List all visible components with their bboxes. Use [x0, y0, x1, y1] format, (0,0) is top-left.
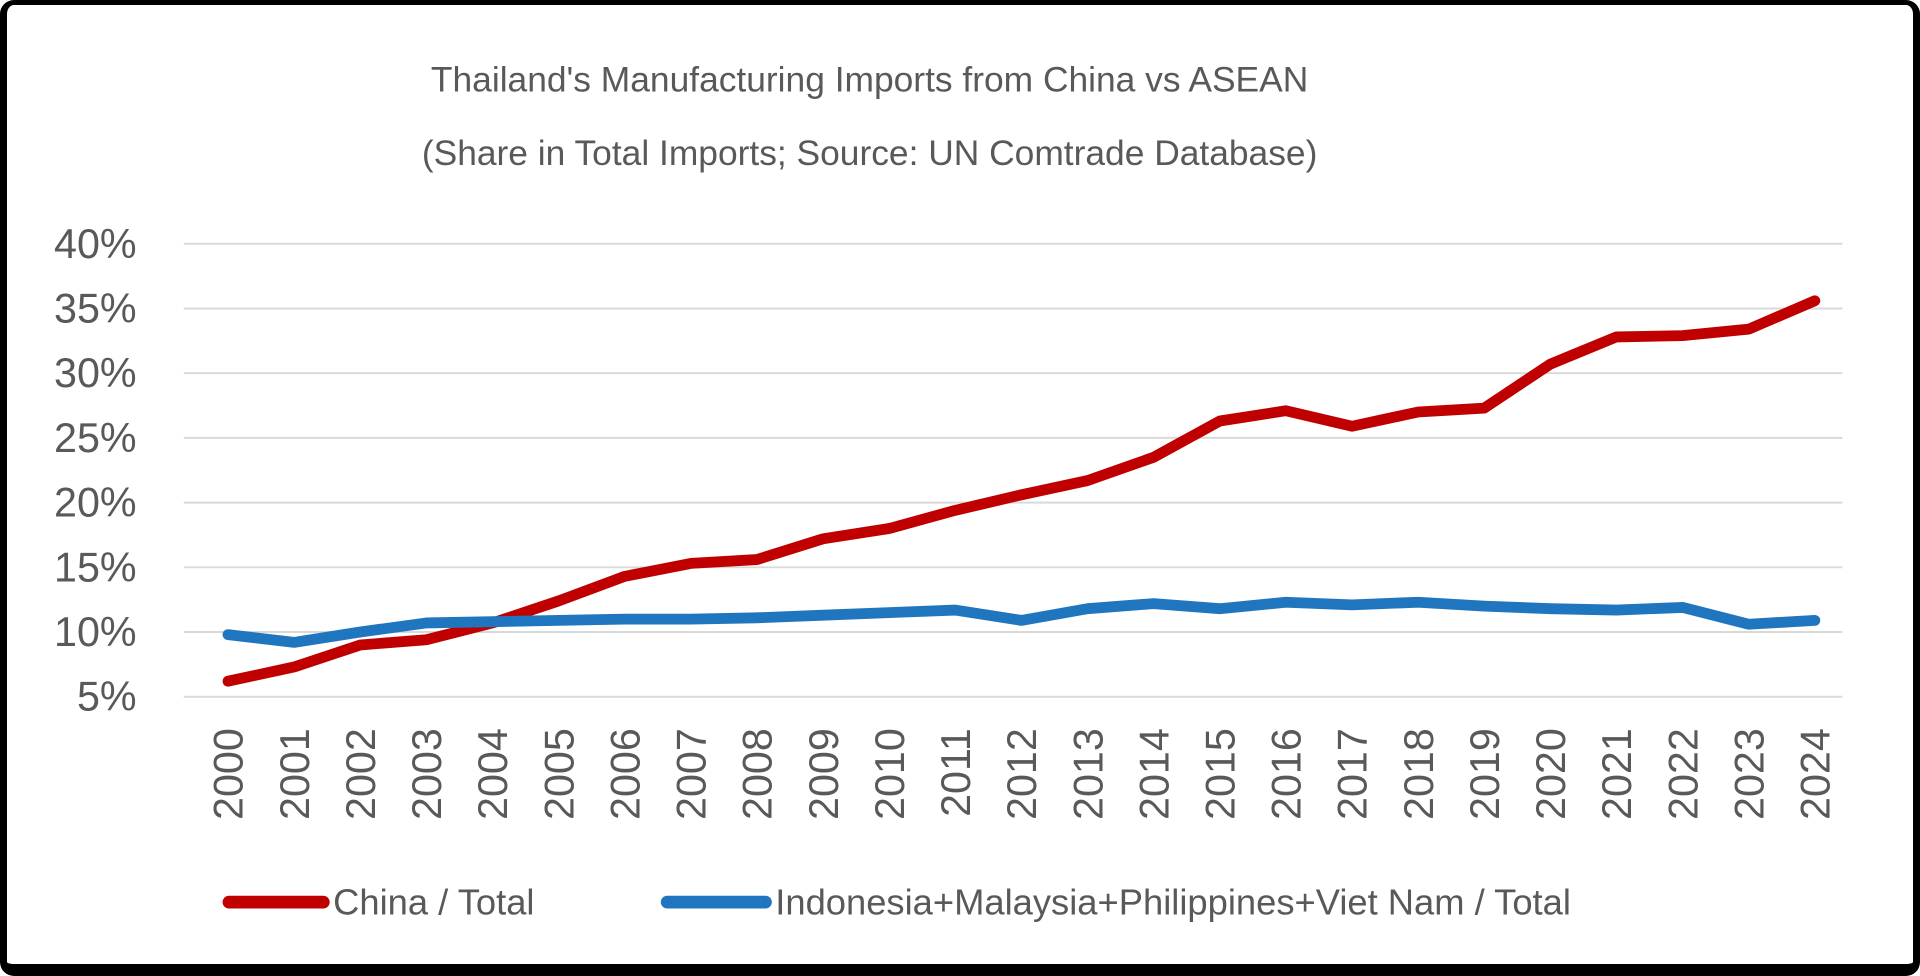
legend-label-china: China / Total [333, 882, 534, 923]
chart-subtitle: (Share in Total Imports; Source: UN Comt… [422, 134, 1318, 173]
x-tick-label: 2008 [735, 728, 781, 820]
x-tick-label: 2001 [272, 728, 318, 820]
x-tick-label: 2019 [1462, 728, 1508, 820]
x-tick-label: 2009 [801, 728, 847, 820]
y-tick-label: 20% [54, 480, 137, 526]
y-tick-label: 40% [54, 221, 137, 267]
x-tick-label: 2011 [933, 728, 979, 817]
series-lines [222, 295, 1821, 687]
x-tick-label: 2004 [470, 728, 516, 820]
y-tick-label: 5% [77, 674, 137, 720]
x-tick-label: 2010 [867, 728, 913, 820]
x-tick-label: 2007 [669, 728, 715, 820]
x-tick-label: 2000 [206, 728, 252, 820]
x-tick-label: 2020 [1528, 728, 1574, 820]
y-axis-labels: 5% 10% 15% 20% 25% 30% 35% 40% [54, 221, 137, 720]
line-chart: Thailand's Manufacturing Imports from Ch… [54, 60, 1843, 923]
x-tick-label: 2006 [602, 728, 648, 820]
legend: China / Total Indonesia+Malaysia+Philipp… [222, 882, 1571, 923]
x-tick-label: 2022 [1660, 728, 1706, 820]
x-tick-label: 2018 [1396, 728, 1442, 820]
y-tick-label: 25% [54, 415, 137, 461]
x-tick-label: 2016 [1264, 728, 1310, 820]
x-axis-labels: 2000 2001 2002 2003 2004 2005 2006 2007 2008 2009… [206, 728, 1839, 820]
x-tick-label: 2017 [1330, 728, 1376, 820]
x-tick-label: 2024 [1793, 728, 1839, 820]
x-tick-label: 2013 [1065, 728, 1111, 820]
x-tick-label: 2015 [1198, 728, 1244, 820]
x-tick-label: 2002 [338, 728, 384, 820]
y-tick-label: 10% [54, 609, 137, 655]
x-tick-label: 2012 [999, 728, 1045, 820]
x-tick-label: 2023 [1726, 728, 1772, 820]
x-tick-label: 2003 [404, 728, 450, 820]
y-tick-label: 15% [54, 544, 137, 590]
chart-title: Thailand's Manufacturing Imports from Ch… [431, 60, 1308, 99]
x-tick-label: 2014 [1131, 728, 1177, 820]
y-tick-label: 30% [54, 350, 137, 396]
x-tick-label: 2005 [536, 728, 582, 820]
gridlines [183, 242, 1843, 698]
x-tick-label: 2021 [1594, 728, 1640, 820]
legend-label-asean: Indonesia+Malaysia+Philippines+Viet Nam … [775, 882, 1571, 923]
series-line [222, 596, 1821, 648]
y-tick-label: 35% [54, 285, 137, 331]
